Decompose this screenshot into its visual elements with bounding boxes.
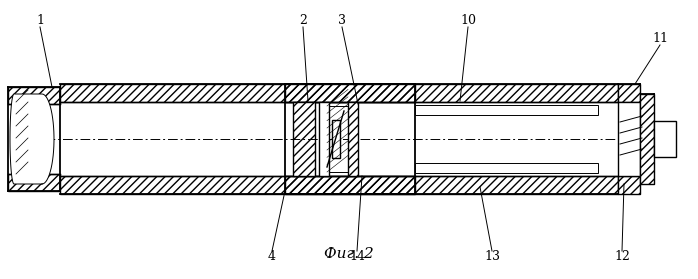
Bar xyxy=(8,174,60,191)
Bar xyxy=(654,121,676,157)
Text: 2: 2 xyxy=(299,15,307,28)
Text: 13: 13 xyxy=(484,251,500,263)
Bar xyxy=(60,84,618,102)
Bar xyxy=(285,84,415,102)
Text: 14: 14 xyxy=(349,251,365,263)
Text: 4: 4 xyxy=(268,251,276,263)
Bar xyxy=(640,94,654,184)
Bar xyxy=(8,87,60,104)
Text: 1: 1 xyxy=(36,15,44,28)
Bar xyxy=(348,102,358,176)
Text: 11: 11 xyxy=(652,32,668,45)
Bar xyxy=(60,176,618,194)
Bar xyxy=(640,94,654,184)
Bar xyxy=(618,84,640,102)
Text: 12: 12 xyxy=(614,251,630,263)
Bar xyxy=(319,102,329,176)
Bar xyxy=(293,102,315,176)
Bar xyxy=(332,120,340,158)
Bar xyxy=(285,176,415,194)
Text: 10: 10 xyxy=(460,15,476,28)
Text: 3: 3 xyxy=(338,15,346,28)
Bar xyxy=(8,87,60,104)
Bar xyxy=(8,174,60,191)
Bar xyxy=(60,176,618,194)
Bar xyxy=(415,163,598,173)
Bar xyxy=(618,176,640,194)
Bar xyxy=(60,84,618,102)
Bar xyxy=(618,102,640,176)
Polygon shape xyxy=(10,94,54,184)
Polygon shape xyxy=(327,106,348,172)
Bar xyxy=(285,84,415,102)
Bar xyxy=(293,102,315,176)
Bar xyxy=(618,84,640,102)
Text: Фиг. 2: Фиг. 2 xyxy=(324,247,374,261)
Bar xyxy=(285,176,415,194)
Bar xyxy=(415,105,598,115)
Bar xyxy=(348,102,358,176)
Bar xyxy=(618,176,640,194)
